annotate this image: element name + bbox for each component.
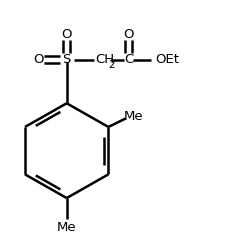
- Text: O: O: [62, 27, 72, 41]
- Text: C: C: [124, 53, 133, 66]
- Text: OEt: OEt: [156, 53, 180, 66]
- Text: Me: Me: [57, 221, 77, 234]
- Text: O: O: [123, 27, 134, 41]
- Text: CH: CH: [95, 53, 114, 66]
- Text: S: S: [62, 53, 71, 66]
- Text: O: O: [33, 53, 43, 66]
- Text: Me: Me: [124, 110, 144, 122]
- Text: 2: 2: [108, 60, 115, 70]
